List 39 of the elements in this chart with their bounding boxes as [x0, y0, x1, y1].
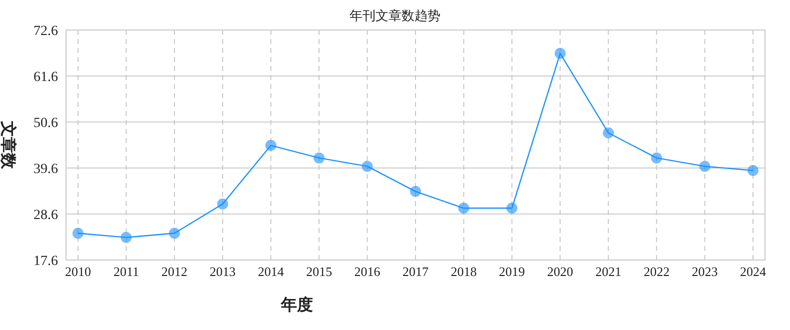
point	[699, 160, 710, 172]
x-tick-label: 2016	[354, 264, 381, 279]
point	[217, 198, 228, 210]
x-tick-label: 2012	[161, 264, 188, 279]
x-tick-label: 2022	[644, 264, 670, 279]
point	[120, 232, 132, 243]
x-tick-label: 2019	[498, 264, 525, 279]
x-tick-label: 2017	[402, 264, 429, 279]
y-tick-label: 61.6	[34, 70, 58, 85]
x-tick-label: 2024	[740, 264, 766, 279]
point	[410, 186, 421, 197]
point	[265, 140, 276, 151]
y-axis-title: 文章数	[0, 120, 17, 170]
x-tick-label: 2013	[210, 264, 236, 279]
y-tick-label: 28.6	[34, 208, 58, 223]
x-tick-label: 2010	[65, 264, 91, 279]
x-tick-label: 2018	[450, 264, 477, 279]
x-tick-label: 2020	[547, 264, 574, 279]
point	[506, 202, 518, 214]
x-tick-label: 2021	[595, 264, 622, 279]
x-tick-label: 2015	[306, 264, 332, 279]
point	[314, 152, 325, 164]
chart-title: 年刊文章数趋势	[350, 8, 440, 23]
point	[458, 202, 470, 214]
y-tick-label: 72.6	[34, 24, 58, 39]
y-tick-label: 17.6	[34, 254, 58, 269]
y-tick-label: 39.6	[34, 162, 58, 177]
x-axis-title: 年度	[280, 295, 313, 314]
point	[362, 160, 373, 172]
point	[651, 152, 662, 164]
point	[72, 228, 84, 239]
point	[554, 48, 566, 59]
x-tick-label: 2011	[113, 264, 139, 279]
point	[168, 228, 180, 239]
x-tick-label: 2023	[692, 264, 718, 279]
y-tick-label: 50.6	[34, 116, 58, 131]
point	[602, 127, 614, 138]
point	[748, 165, 758, 176]
x-tick-label: 2014	[258, 264, 284, 279]
